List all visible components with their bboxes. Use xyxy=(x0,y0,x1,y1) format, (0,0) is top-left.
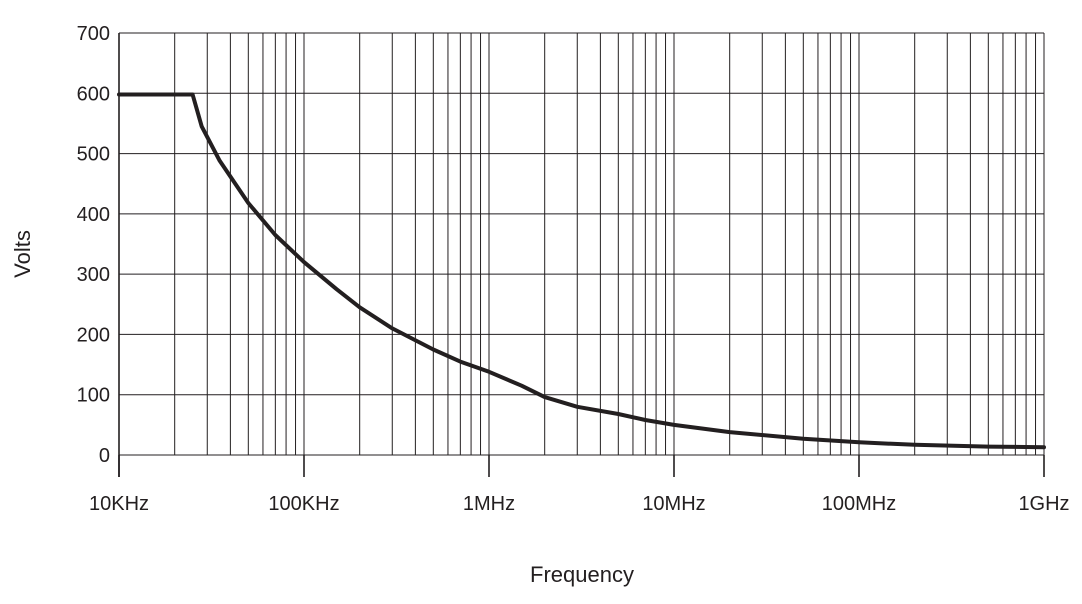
x-tick-label: 10KHz xyxy=(89,493,149,515)
series-line xyxy=(117,92,1046,450)
y-tick-label: 300 xyxy=(77,264,110,286)
x-tick-label: 1MHz xyxy=(463,493,515,515)
y-tick-label: 200 xyxy=(77,324,110,346)
y-tick-label: 700 xyxy=(77,23,110,45)
x-tick-label: 10MHz xyxy=(642,493,705,515)
x-tick-label: 100KHz xyxy=(268,493,339,515)
axes xyxy=(118,33,1045,477)
x-tick-label: 100MHz xyxy=(822,493,896,515)
series-layer xyxy=(117,92,1046,450)
y-tick-label: 400 xyxy=(77,204,110,226)
x-axis-title: Frequency xyxy=(530,562,634,587)
y-tick-label: 500 xyxy=(77,144,110,166)
y-axis-title: Volts xyxy=(10,230,35,278)
y-tick-label: 600 xyxy=(77,83,110,105)
y-tick-label: 100 xyxy=(77,385,110,407)
tick-labels: 0 100 200 300 400 500 600 700 10KHz 100KHz 1MHz 10M… xyxy=(77,23,1070,515)
x-tick-label: 1GHz xyxy=(1018,493,1069,515)
y-tick-label: 0 xyxy=(99,445,110,467)
grid xyxy=(118,32,1045,456)
